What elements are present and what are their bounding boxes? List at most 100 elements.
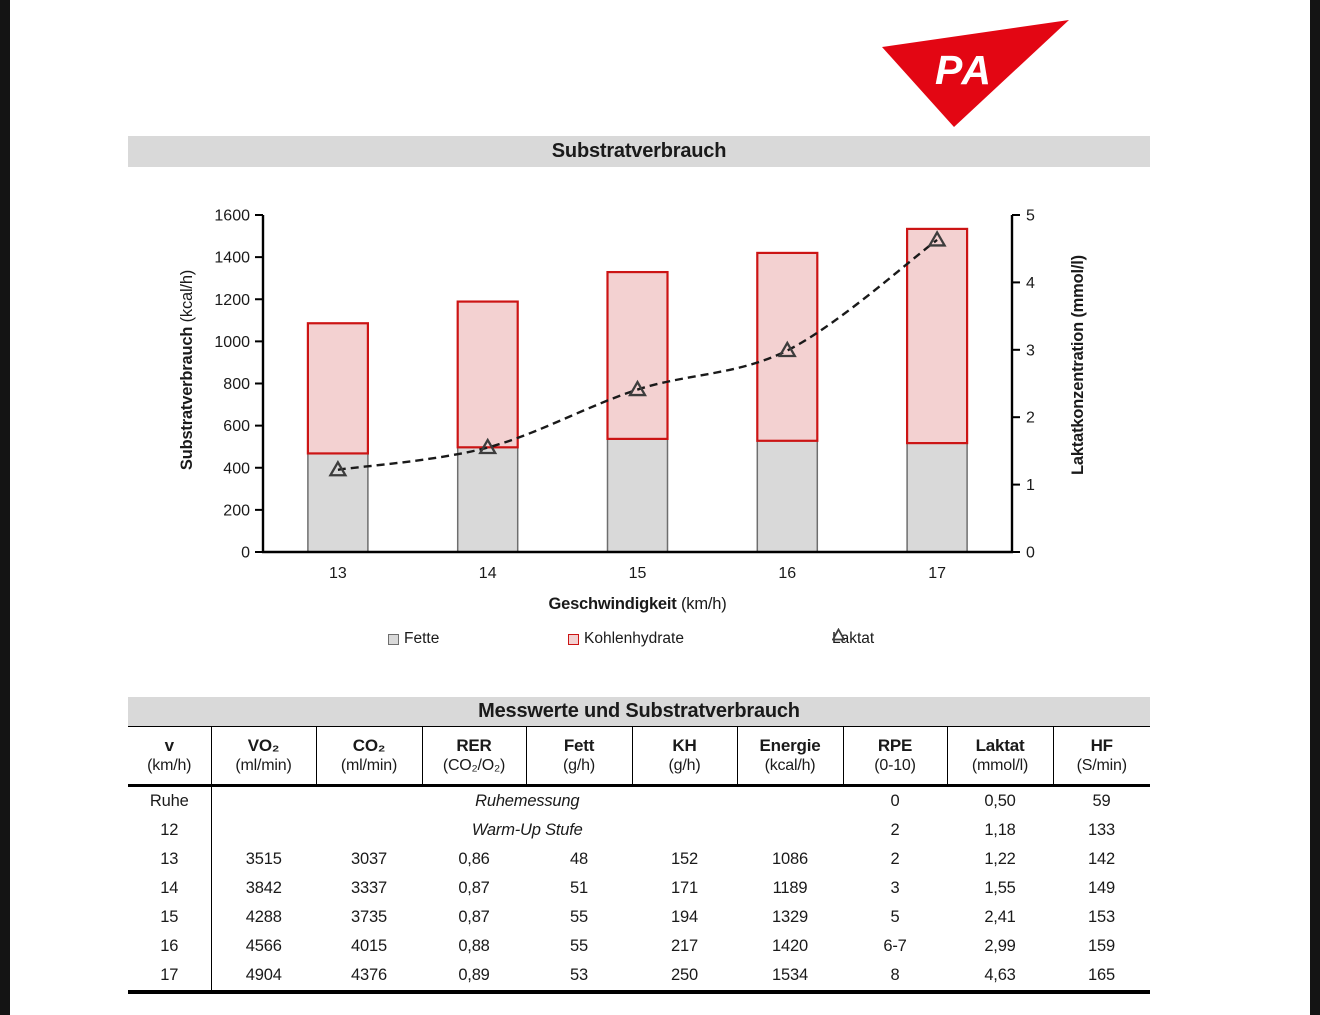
table-cell: 1086 xyxy=(772,850,808,868)
table-row: 15 4288 3735 0,87 55 194 1329 5 2,41 153 xyxy=(128,903,1150,932)
table-cell: 1420 xyxy=(772,937,808,955)
col-header: HF (S/min) xyxy=(1053,726,1150,787)
table-cell: 55 xyxy=(570,908,588,926)
tick-label-left: 600 xyxy=(223,418,250,435)
kohlenhydrate-swatch-icon xyxy=(568,633,579,645)
table-cell: 17 xyxy=(128,961,212,994)
bar-fette xyxy=(906,442,968,553)
col-header: Fett (g/h) xyxy=(526,726,633,787)
table-cell: 55 xyxy=(570,937,588,955)
tick-label-right: 4 xyxy=(1026,275,1035,292)
tick-label-right: 0 xyxy=(1026,545,1035,562)
laktat-curve xyxy=(337,238,938,471)
col-header: VO₂ (ml/min) xyxy=(211,726,317,787)
x-tick-label: 15 xyxy=(629,565,647,582)
x-tick-label: 14 xyxy=(479,565,497,582)
table-body: Ruhe Ruhemessung 0 0,50 59 12 Warm-Up Stufe 2 1,… xyxy=(128,785,1150,994)
measurements-table: v (km/h) VO₂ (ml/min) CO₂ (ml/min) RER (CO₂/O₂)… xyxy=(128,726,1150,994)
table-cell: 1,55 xyxy=(984,879,1016,897)
table-cell: 1534 xyxy=(737,961,843,994)
table-cell: 0,86 xyxy=(458,850,490,868)
col-header: RPE (0-10) xyxy=(843,726,948,787)
table-cell: 5 xyxy=(890,908,900,926)
table-cell: 3037 xyxy=(351,850,387,868)
table-cell: 3735 xyxy=(351,908,387,926)
table-cell: 15 xyxy=(128,903,212,932)
tick-label-left: 0 xyxy=(241,545,250,562)
table-cell: 0,88 xyxy=(458,937,490,955)
table-cell: 4904 xyxy=(211,961,316,994)
col-header: CO₂ (ml/min) xyxy=(316,726,423,787)
chart-title-banner: Substratverbrauch xyxy=(128,136,1150,167)
col-header: RER (CO₂/O₂) xyxy=(422,726,527,787)
table-header: v (km/h) VO₂ (ml/min) CO₂ (ml/min) RER (CO₂/O₂)… xyxy=(128,726,1150,787)
table-cell: 0,87 xyxy=(458,879,490,897)
laktat-triangle-icon xyxy=(832,628,845,641)
x-tick-label: 16 xyxy=(778,565,796,582)
tick-label-right: 3 xyxy=(1026,342,1035,359)
x-tick-label: 17 xyxy=(928,565,946,582)
table-row: 13 3515 3037 0,86 48 152 1086 2 1,22 142 xyxy=(128,845,1150,874)
tick-label-left: 400 xyxy=(223,460,250,477)
table-cell: 1,18 xyxy=(984,821,1016,839)
table-cell: 48 xyxy=(570,850,588,868)
col-header: KH (g/h) xyxy=(632,726,738,787)
table-cell: 3842 xyxy=(245,879,282,897)
table-cell: 14 xyxy=(128,874,212,903)
table-row: 17 4904 4376 0,89 53 250 1534 8 4,63 165 xyxy=(128,961,1150,994)
col-header: Energie (kcal/h) xyxy=(737,726,844,787)
tick-label-left: 1000 xyxy=(214,334,250,351)
x-tick-label: 13 xyxy=(329,565,347,582)
col-header: Laktat (mmol/l) xyxy=(947,726,1054,787)
report-page: PA Substratverbrauch 0 200 400 600 800 1000 12… xyxy=(10,0,1310,1015)
laktat-marker xyxy=(328,459,348,477)
table-cell: 3 xyxy=(890,879,900,897)
table-cell: Ruhe xyxy=(128,785,212,816)
legend-item-laktat: Laktat xyxy=(832,628,874,650)
table-cell: 153 xyxy=(1088,908,1115,926)
chart-plot-area: 0 200 400 600 800 1000 1200 1400 1600 0 1 2 3 4 5 13 14 1… xyxy=(214,208,1035,583)
table-cell: 16 xyxy=(128,932,212,961)
table-cell: 149 xyxy=(1088,879,1115,897)
table-cell: 4,63 xyxy=(947,961,1053,994)
bar-kohlenhydrate xyxy=(756,251,819,442)
table-cell: 1,22 xyxy=(984,850,1016,868)
table-cell: 51 xyxy=(570,879,588,897)
tick-label-left: 1200 xyxy=(214,292,250,309)
table-title-banner: Messwerte und Substratverbrauch xyxy=(128,697,1150,726)
pa-logo: PA xyxy=(882,20,1069,127)
logo-text: PA xyxy=(935,47,993,93)
legend-item-fette: Fette xyxy=(388,628,439,650)
table-cell: 2 xyxy=(890,850,900,868)
tick-label-left: 200 xyxy=(223,502,250,519)
table-row: 16 4566 4015 0,88 55 217 1420 6-7 2,99 159 xyxy=(128,932,1150,961)
table-cell: 2,99 xyxy=(984,937,1016,955)
table-cell: 152 xyxy=(671,850,698,868)
table-cell: 165 xyxy=(1053,961,1150,994)
table-cell: 2 xyxy=(890,821,900,839)
table-cell: 0,87 xyxy=(458,908,490,926)
tick-label-left: 800 xyxy=(223,376,250,393)
table-cell: 4566 xyxy=(245,937,282,955)
bar-fette xyxy=(456,446,519,553)
merged-note-cell: Warm-Up Stufe xyxy=(471,821,583,839)
table-cell: 142 xyxy=(1088,850,1115,868)
laktat-marker xyxy=(927,230,947,247)
table-cell: 194 xyxy=(671,908,698,926)
chart-legend: Fette Kohlenhydrate Laktat xyxy=(10,628,1310,650)
table-row: 14 3842 3337 0,87 51 171 1189 3 1,55 149 xyxy=(128,874,1150,903)
table-cell: 2,41 xyxy=(984,908,1016,926)
legend-item-kohlenhydrate: Kohlenhydrate xyxy=(568,628,684,650)
table-title: Messwerte und Substratverbrauch xyxy=(478,700,800,722)
table-cell: 59 xyxy=(1092,792,1111,810)
bar-fette xyxy=(307,452,369,553)
bar-kohlenhydrate xyxy=(905,227,969,445)
legend-label-kohlenhydrate: Kohlenhydrate xyxy=(584,630,684,647)
laktat-marker xyxy=(777,340,797,358)
x-axis-title: Geschwindigkeit (km/h) xyxy=(548,594,727,613)
table-cell: 159 xyxy=(1088,937,1115,955)
bar-kohlenhydrate xyxy=(456,300,519,449)
merged-note-cell: Ruhemessung xyxy=(475,792,580,810)
laktat-marker xyxy=(478,437,498,455)
table-cell: 4015 xyxy=(351,937,387,955)
